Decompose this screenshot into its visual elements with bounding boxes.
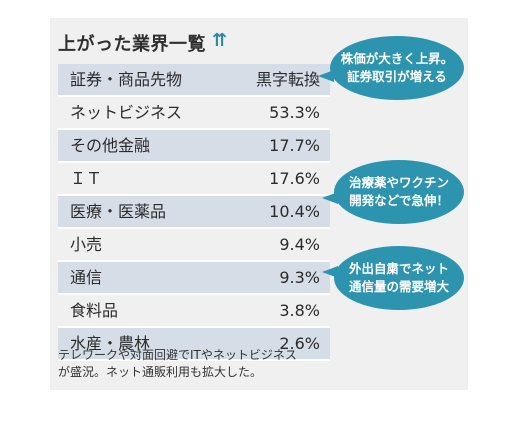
table-row: ネットビジネス 53.3% xyxy=(58,97,330,130)
value-label: 9.3% xyxy=(279,268,320,287)
table-row: その他金融 17.7% xyxy=(58,130,330,163)
footnote-line: テレワークや対面回避でITやネットビジネス xyxy=(58,348,297,362)
callout-line: 株価が大きく上昇。 xyxy=(340,51,454,66)
column-header-value: 黒字転換 xyxy=(255,70,320,89)
footnote-line: が盛況。ネット通販利用も拡大した。 xyxy=(58,365,263,379)
callout-tail xyxy=(318,70,334,82)
callout-bubble-medical: 治療薬やワクチン 開発などで急伸！ xyxy=(334,160,464,224)
callout-line: 証券取引が増える xyxy=(347,69,447,84)
footnote: テレワークや対面回避でITやネットビジネス が盛況。ネット通販利用も拡大した。 xyxy=(58,347,358,381)
table-row: ＩＴ 17.6% xyxy=(58,163,330,196)
value-label: 9.4% xyxy=(279,235,320,254)
value-label: 10.4% xyxy=(269,202,320,221)
value-label: 17.6% xyxy=(269,169,320,188)
table-row: 通信 9.3% xyxy=(58,262,330,295)
up-arrows-icon: ⇈ xyxy=(212,30,228,51)
callout-line: 通信量の需要増大 xyxy=(348,279,449,294)
category-label: 食料品 xyxy=(70,301,119,320)
category-label: 通信 xyxy=(70,268,103,287)
callout-line: 開発などで急伸！ xyxy=(349,193,449,208)
callout-tail xyxy=(322,266,338,278)
value-label: 3.8% xyxy=(279,301,320,320)
category-label: 医療・医薬品 xyxy=(70,202,167,221)
category-label: 水産・農林 xyxy=(70,334,151,353)
callout-bubble-telecom: 外出自粛でネット 通信量の需要増大 xyxy=(334,246,464,310)
page-title: 上がった業界一覧 ⇈ xyxy=(58,30,228,56)
title-text: 上がった業界一覧 xyxy=(58,34,206,55)
callout-line: 外出自粛でネット xyxy=(348,261,449,276)
callout-bubble-stocks: 株価が大きく上昇。 証券取引が増える xyxy=(330,36,464,100)
column-header-category: 証券・商品先物 xyxy=(70,70,183,89)
category-label: 小売 xyxy=(70,235,103,254)
value-label: 17.7% xyxy=(269,136,320,155)
callout-line: 治療薬やワクチン xyxy=(348,175,449,190)
value-label: 2.6% xyxy=(279,334,320,353)
table-row: 小売 9.4% xyxy=(58,229,330,262)
category-label: ＩＴ xyxy=(70,169,103,188)
category-label: ネットビジネス xyxy=(70,103,183,122)
callout-tail xyxy=(322,192,338,204)
industry-table: 証券・商品先物 黒字転換 ネットビジネス 53.3% その他金融 17.7% ＩＴ 17.… xyxy=(58,64,330,361)
value-label: 53.3% xyxy=(269,103,320,122)
category-label: その他金融 xyxy=(70,136,151,155)
table-row: 食料品 3.8% xyxy=(58,295,330,328)
table-row: 医療・医薬品 10.4% xyxy=(58,196,330,229)
table-row: 水産・農林 2.6% xyxy=(58,328,330,361)
table-header-row: 証券・商品先物 黒字転換 xyxy=(58,64,330,97)
